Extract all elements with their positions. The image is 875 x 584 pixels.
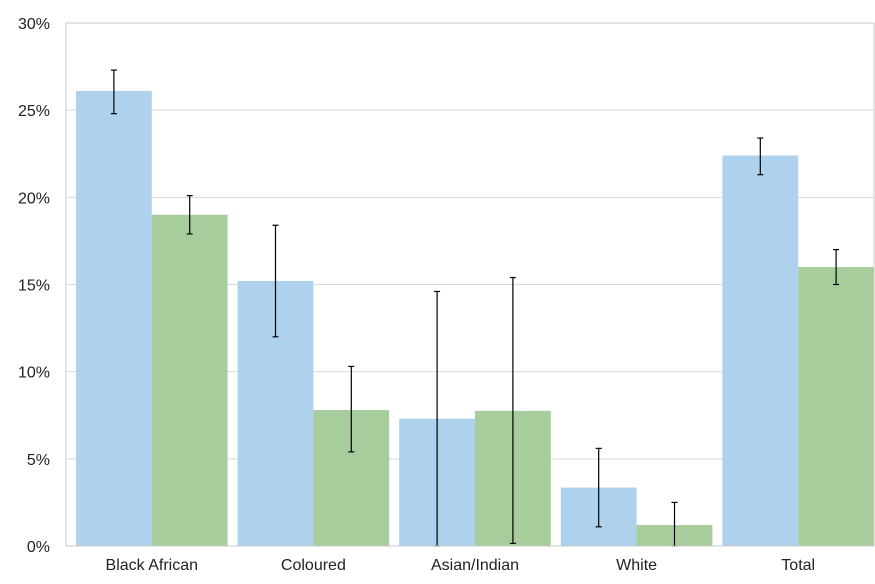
y-tick-label: 5% [27,452,50,469]
y-axis-ticks: 0% 5% 10% 15% 20% 25% 30% [18,16,50,556]
y-tick-label: 15% [18,278,50,295]
x-axis-categories: Black African Coloured Asian/Indian White To… [106,557,816,574]
bar [722,155,799,546]
bar [76,90,152,547]
x-category-label: Coloured [281,557,346,574]
bars [76,90,874,547]
bar [798,267,874,546]
y-tick-label: 10% [18,365,50,382]
y-tick-label: 25% [18,103,50,120]
y-tick-label: 0% [27,539,50,556]
y-tick-label: 30% [18,16,50,33]
x-category-label: Asian/Indian [431,557,519,574]
bar [151,214,228,546]
y-tick-label: 20% [18,190,50,207]
x-category-label: Total [781,557,815,574]
x-category-label: Black African [106,557,198,574]
error-bars [110,69,840,547]
plot-border [65,22,875,547]
x-category-label: White [616,557,657,574]
